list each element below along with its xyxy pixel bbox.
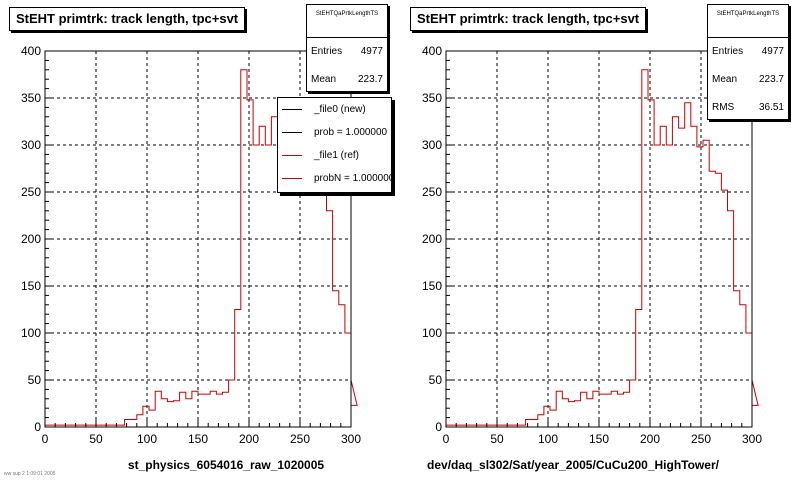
legend-swatch	[282, 178, 302, 179]
left-stats-label: Mean	[311, 74, 337, 85]
right-histogram-ref-line	[446, 69, 759, 426]
right-x-tick-label: 200	[640, 432, 660, 446]
right-stats-value: 223.7	[758, 74, 784, 85]
legend-label: prob = 1.000000	[314, 127, 388, 138]
right-stats-value: 4977	[761, 46, 784, 57]
right-y-tick-label: 50	[429, 373, 443, 387]
left-y-tick-label: 0	[34, 420, 41, 434]
left-x-tick-label: 50	[89, 432, 103, 446]
right-plot-title: StEHT primtrk: track length, tpc+svt	[410, 7, 647, 31]
right-stats-box: StEHTQaPrtkLengthTS Entries 4977 Mean 22…	[707, 4, 789, 120]
left-stats-label: Entries	[311, 46, 343, 57]
left-x-tick-label: 200	[239, 432, 259, 446]
left-x-tick-label: 150	[188, 432, 208, 446]
right-y-tick-label: 400	[422, 44, 442, 58]
left-y-tick-label: 300	[21, 138, 41, 152]
right-stats-label: Entries	[712, 46, 744, 57]
right-x-tick-label: 0	[443, 432, 450, 446]
right-x-axis-label: dev/daq_sl302/Sat/year_2005/CuCu200_High…	[427, 458, 720, 472]
right-stats-name: StEHTQaPrtkLengthTS	[708, 5, 788, 38]
left-stats-value: 223.7	[357, 74, 383, 85]
left-stats-row-mean: Mean 223.7	[307, 66, 387, 94]
legend-entry-prob: prob = 1.000000	[278, 121, 391, 144]
left-x-tick-label: 300	[341, 432, 361, 446]
right-y-tick-label: 300	[422, 138, 442, 152]
legend-swatch	[282, 132, 302, 133]
legend-entry-probn: probN = 1.000000	[278, 167, 391, 190]
left-y-tick-label: 250	[21, 185, 41, 199]
legend-label: probN = 1.000000	[314, 173, 392, 184]
right-x-tick-label: 50	[490, 432, 504, 446]
right-y-tick-label: 150	[422, 279, 442, 293]
left-y-tick-label: 150	[21, 279, 41, 293]
right-y-tick-label: 200	[422, 232, 442, 246]
right-x-tick-label: 150	[589, 432, 609, 446]
right-y-tick-label: 0	[435, 420, 442, 434]
right-stats-label: RMS	[712, 102, 735, 113]
left-y-tick-label: 50	[28, 373, 42, 387]
left-x-tick-label: 0	[42, 432, 49, 446]
right-stats-label: Mean	[712, 74, 738, 85]
left-x-axis-label: st_physics_6054016_raw_1020005	[128, 458, 324, 472]
left-y-tick-label: 200	[21, 232, 41, 246]
right-y-tick-label: 100	[422, 326, 442, 340]
left-stats-value: 4977	[360, 46, 383, 57]
left-stats-box: StEHTQaPrtkLengthTS Entries 4977 Mean 22…	[306, 4, 388, 92]
left-x-tick-label: 100	[137, 432, 157, 446]
legend-label: _file1 (ref)	[314, 150, 360, 161]
right-x-tick-label: 300	[742, 432, 762, 446]
left-stats-row-entries: Entries 4977	[307, 38, 387, 66]
right-y-tick-label: 350	[422, 91, 442, 105]
right-stats-row-mean: Mean 223.7	[708, 66, 788, 94]
right-y-tick-label: 250	[422, 185, 442, 199]
legend-swatch	[282, 155, 302, 156]
legend-entry-file1: _file1 (ref)	[278, 144, 391, 167]
right-x-tick-label: 250	[691, 432, 711, 446]
legend-swatch	[282, 109, 302, 110]
left-stats-name: StEHTQaPrtkLengthTS	[307, 5, 387, 38]
right-stats-value: 36.51	[758, 102, 784, 113]
left-x-tick-label: 250	[290, 432, 310, 446]
left-y-tick-label: 400	[21, 44, 41, 58]
right-stats-row-entries: Entries 4977	[708, 38, 788, 66]
legend-label: _file0 (new)	[314, 104, 366, 115]
legend-entry-file0: _file0 (new)	[278, 98, 391, 121]
left-y-tick-label: 350	[21, 91, 41, 105]
left-legend: _file0 (new) prob = 1.000000 _file1 (ref…	[277, 97, 392, 193]
canvas-footer: ww sup 2 1:09:01 2005	[4, 471, 56, 477]
left-y-tick-label: 100	[21, 326, 41, 340]
right-x-tick-label: 100	[538, 432, 558, 446]
right-stats-row-rms: RMS 36.51	[708, 94, 788, 122]
left-plot-title: StEHT primtrk: track length, tpc+svt	[9, 7, 246, 31]
